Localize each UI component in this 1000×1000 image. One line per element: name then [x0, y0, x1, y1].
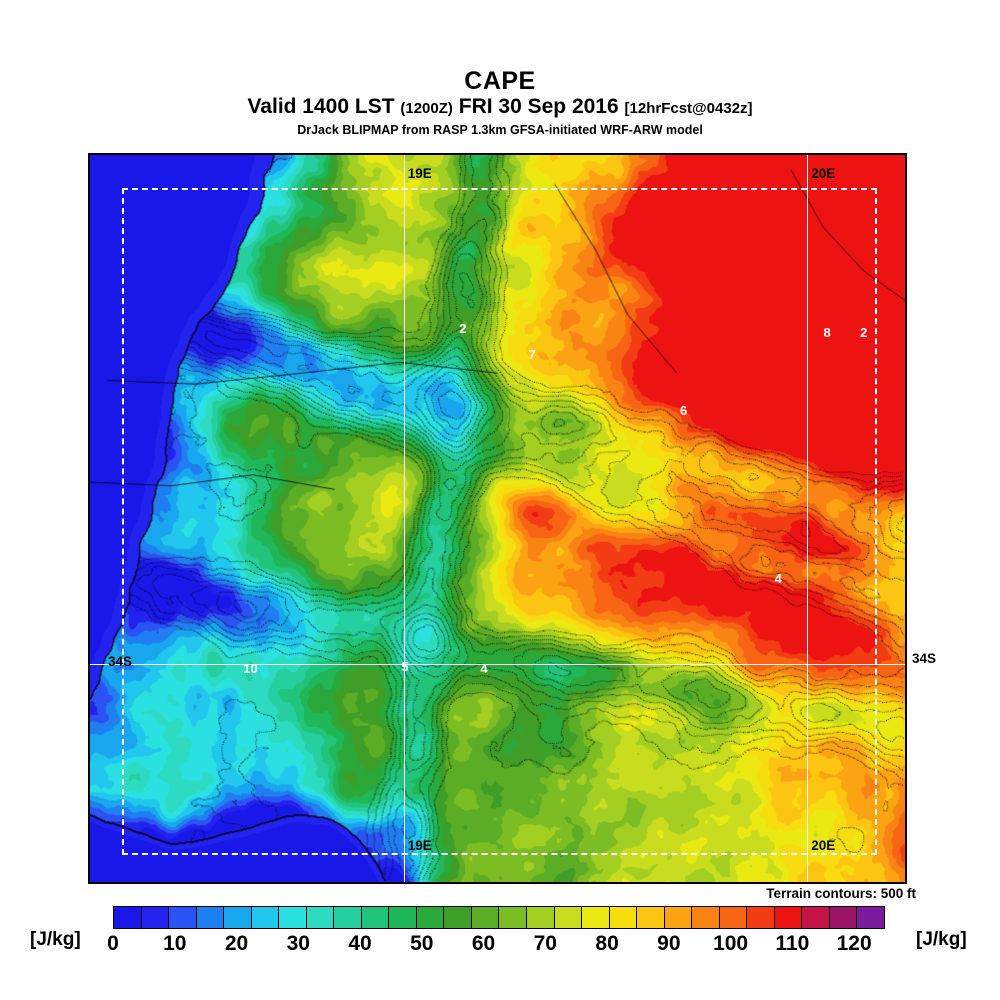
colorbar-tick: 100 — [713, 932, 749, 955]
colorbar-swatch — [802, 907, 830, 928]
colorbar-swatch — [306, 907, 335, 928]
colorbar-tick: 90 — [657, 932, 681, 955]
valid-time-utc: (1200Z) — [400, 100, 453, 117]
cape-heatmap-canvas — [90, 155, 905, 882]
colorbar-swatch — [279, 907, 307, 928]
colorbar-tick: 10 — [163, 932, 187, 955]
colorbar-legend: [J/kg] [J/kg] 0 10 20 30 40 50 60 70 80 90 100 110 1… — [0, 906, 1000, 958]
colorbar-swatch — [334, 907, 362, 928]
latitude-label-left: 34S — [108, 654, 133, 669]
terrain-contour-note: Terrain contours: 500 ft — [766, 886, 916, 901]
colorbar-tick: 50 — [410, 932, 434, 955]
colorbar-tick: 60 — [471, 932, 496, 955]
colorbar-tick-labels: 0 10 20 30 40 50 60 70 80 90 100 110 120 — [107, 929, 885, 957]
colorbar-swatch — [774, 907, 803, 928]
model-credit: DrJack BLIPMAP from RASP 1.3km GFSA-init… — [297, 123, 703, 137]
colorbar-swatch — [361, 907, 390, 928]
colorbar-swatch — [664, 907, 693, 928]
colorbar-swatch — [114, 907, 142, 928]
colorbar-swatches — [113, 906, 885, 929]
colorbar-swatch — [141, 907, 170, 928]
colorbar-tick: 120 — [836, 932, 872, 955]
colorbar-tick: 40 — [348, 932, 372, 955]
colorbar-tick: 80 — [595, 932, 619, 955]
latitude-label-right: 34S — [912, 651, 937, 666]
unit-label-left: [J/kg] — [30, 929, 81, 950]
unit-label-right: [J/kg] — [916, 929, 967, 950]
colorbar-tick: 110 — [775, 932, 810, 955]
colorbar-tick: 70 — [533, 932, 557, 955]
colorbar-swatch — [719, 907, 748, 928]
map-panel[interactable]: 19E 20E 19E 20E 2 7 6 8 2 4 10 4 5 — [88, 153, 907, 884]
colorbar-swatch — [224, 907, 252, 928]
colorbar-swatch — [389, 907, 417, 928]
colorbar-tick: 30 — [286, 932, 310, 955]
colorbar-swatch — [444, 907, 472, 928]
colorbar-swatch — [829, 907, 858, 928]
colorbar-swatch — [169, 907, 197, 928]
colorbar-swatch — [416, 907, 445, 928]
colorbar-swatch — [692, 907, 720, 928]
colorbar-tick: 0 — [107, 932, 119, 955]
colorbar-swatch — [251, 907, 280, 928]
colorbar-swatch — [747, 907, 775, 928]
valid-date: FRI 30 Sep 2016 — [458, 95, 619, 118]
valid-time-line: Valid 1400 LST (1200Z) FRI 30 Sep 2016 [… — [0, 95, 1000, 121]
forecast-stamp: [12hrFcst@0432z] — [624, 100, 753, 117]
colorbar-swatch — [554, 907, 583, 928]
colorbar-swatch — [857, 907, 884, 928]
page-title: CAPE — [464, 67, 536, 95]
colorbar-swatch — [526, 907, 555, 928]
colorbar-swatch — [609, 907, 638, 928]
colorbar-swatch — [637, 907, 665, 928]
title-block: CAPE Valid 1400 LST (1200Z) FRI 30 Sep 2… — [0, 68, 1000, 138]
colorbar-swatch — [499, 907, 527, 928]
colorbar-swatch — [582, 907, 610, 928]
colorbar-swatch — [196, 907, 225, 928]
valid-time-prefix: Valid 1400 LST — [247, 95, 395, 118]
colorbar-swatch — [471, 907, 500, 928]
colorbar-tick: 20 — [224, 932, 249, 955]
